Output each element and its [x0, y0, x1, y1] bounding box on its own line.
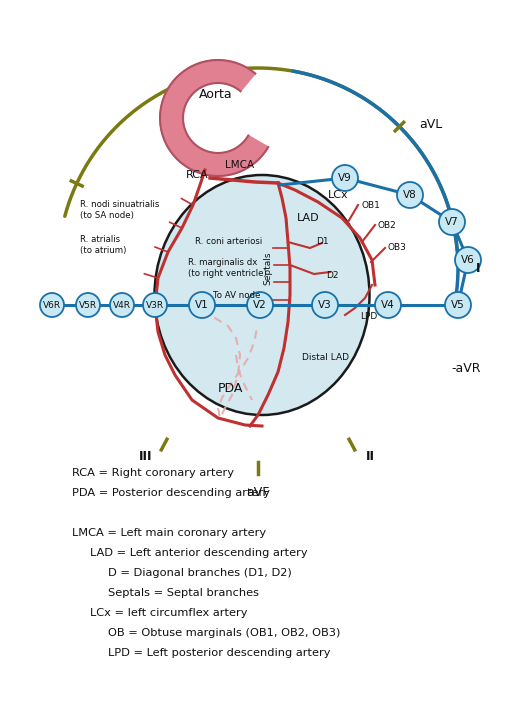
Text: V6: V6 [461, 255, 475, 265]
Text: LAD: LAD [297, 213, 320, 223]
Text: V3R: V3R [146, 301, 164, 309]
Circle shape [76, 293, 100, 317]
Text: R. coni arteriosi: R. coni arteriosi [195, 237, 262, 247]
Text: R. nodi sinuatrialis
(to SA node): R. nodi sinuatrialis (to SA node) [80, 201, 159, 220]
Text: V6R: V6R [43, 301, 61, 309]
Text: OB1: OB1 [361, 201, 380, 209]
Text: V4: V4 [381, 300, 395, 310]
Text: Septals: Septals [264, 251, 272, 285]
Text: -aVR: -aVR [451, 362, 480, 375]
Text: V1: V1 [195, 300, 209, 310]
Text: V5R: V5R [79, 301, 97, 309]
Text: To AV node: To AV node [213, 291, 261, 301]
Text: V8: V8 [403, 190, 417, 200]
Circle shape [455, 247, 481, 273]
Text: V2: V2 [253, 300, 267, 310]
Text: RCA: RCA [186, 170, 208, 180]
Text: LMCA: LMCA [226, 160, 254, 170]
Circle shape [247, 292, 273, 318]
Text: LPD: LPD [360, 312, 377, 321]
Text: R. atrialis
(to atrium): R. atrialis (to atrium) [80, 235, 126, 255]
Text: aVL: aVL [419, 118, 443, 131]
Text: RCA = Right coronary artery: RCA = Right coronary artery [72, 468, 234, 478]
Text: LPD = Left posterior descending artery: LPD = Left posterior descending artery [108, 648, 331, 658]
Text: V7: V7 [445, 217, 459, 227]
Text: LCx = left circumflex artery: LCx = left circumflex artery [90, 608, 248, 618]
Text: LAD = Left anterior descending artery: LAD = Left anterior descending artery [90, 548, 307, 558]
Circle shape [439, 209, 465, 235]
Text: OB2: OB2 [378, 221, 397, 229]
Text: PDA = Posterior descending artery: PDA = Posterior descending artery [72, 488, 270, 498]
Circle shape [397, 182, 423, 208]
Circle shape [189, 292, 215, 318]
Text: III: III [140, 449, 153, 462]
Text: D1: D1 [316, 237, 329, 247]
Text: aVF: aVF [246, 486, 270, 499]
Text: Aorta: Aorta [199, 88, 233, 101]
Circle shape [332, 165, 358, 191]
Circle shape [40, 293, 64, 317]
Polygon shape [160, 60, 268, 176]
Text: D = Diagonal branches (D1, D2): D = Diagonal branches (D1, D2) [108, 568, 292, 578]
Circle shape [312, 292, 338, 318]
Text: R. marginalis dx
(to right ventricle): R. marginalis dx (to right ventricle) [188, 258, 267, 278]
Circle shape [375, 292, 401, 318]
Text: LCx: LCx [328, 190, 348, 200]
Text: OB3: OB3 [388, 244, 407, 252]
Text: II: II [366, 449, 374, 462]
Text: LMCA = Left main coronary artery: LMCA = Left main coronary artery [72, 528, 266, 538]
Text: Distal LAD: Distal LAD [301, 354, 349, 362]
Text: D2: D2 [326, 270, 338, 280]
Text: PDA: PDA [217, 382, 243, 395]
Circle shape [110, 293, 134, 317]
Circle shape [445, 292, 471, 318]
Text: Septals = Septal branches: Septals = Septal branches [108, 588, 259, 598]
Text: V4R: V4R [113, 301, 131, 309]
Circle shape [143, 293, 167, 317]
Text: V9: V9 [338, 173, 352, 183]
Ellipse shape [154, 175, 369, 415]
Text: V5: V5 [451, 300, 465, 310]
Text: OB = Obtuse marginals (OB1, OB2, OB3): OB = Obtuse marginals (OB1, OB2, OB3) [108, 628, 340, 638]
Text: I: I [476, 262, 480, 275]
Text: V3: V3 [318, 300, 332, 310]
